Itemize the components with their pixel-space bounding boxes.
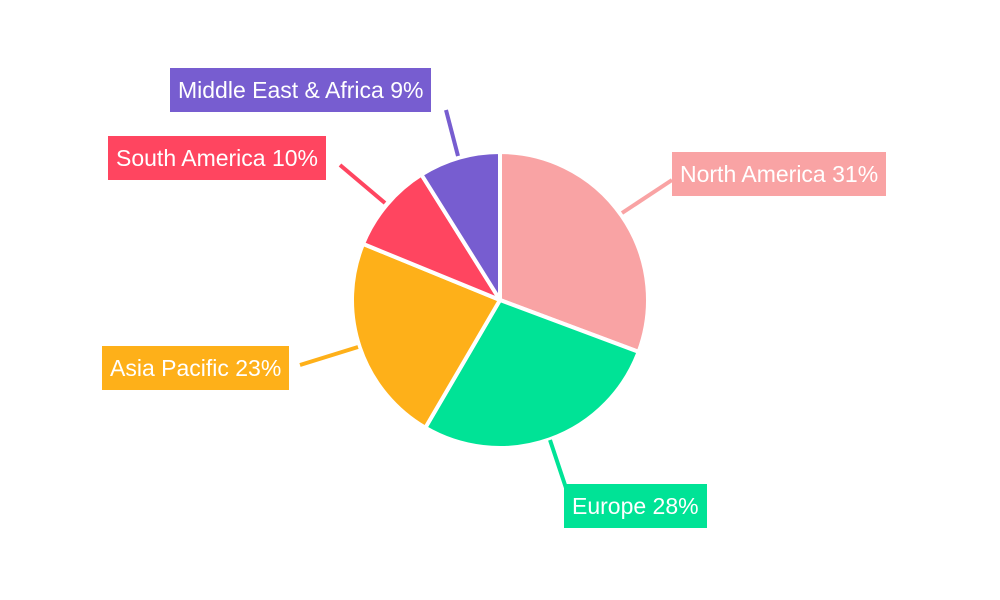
leader-line <box>299 345 359 367</box>
pie-slice-north-america[interactable] <box>498 150 650 354</box>
pie-slice-south-america[interactable] <box>361 172 502 302</box>
leader-line <box>620 178 674 215</box>
leader-line <box>338 163 387 205</box>
slice-label: South America 10% <box>108 136 327 180</box>
leader-line <box>444 109 460 157</box>
slice-label: Europe 28% <box>564 484 707 528</box>
slice-label: Asia Pacific 23% <box>102 346 290 390</box>
slice-label: Middle East & Africa 9% <box>170 68 432 112</box>
pie-slice-middle-east-africa[interactable] <box>419 150 502 302</box>
pie-slice-asia-pacific[interactable] <box>350 241 502 430</box>
slice-label: North America 31% <box>672 152 887 196</box>
leader-line <box>548 439 568 489</box>
